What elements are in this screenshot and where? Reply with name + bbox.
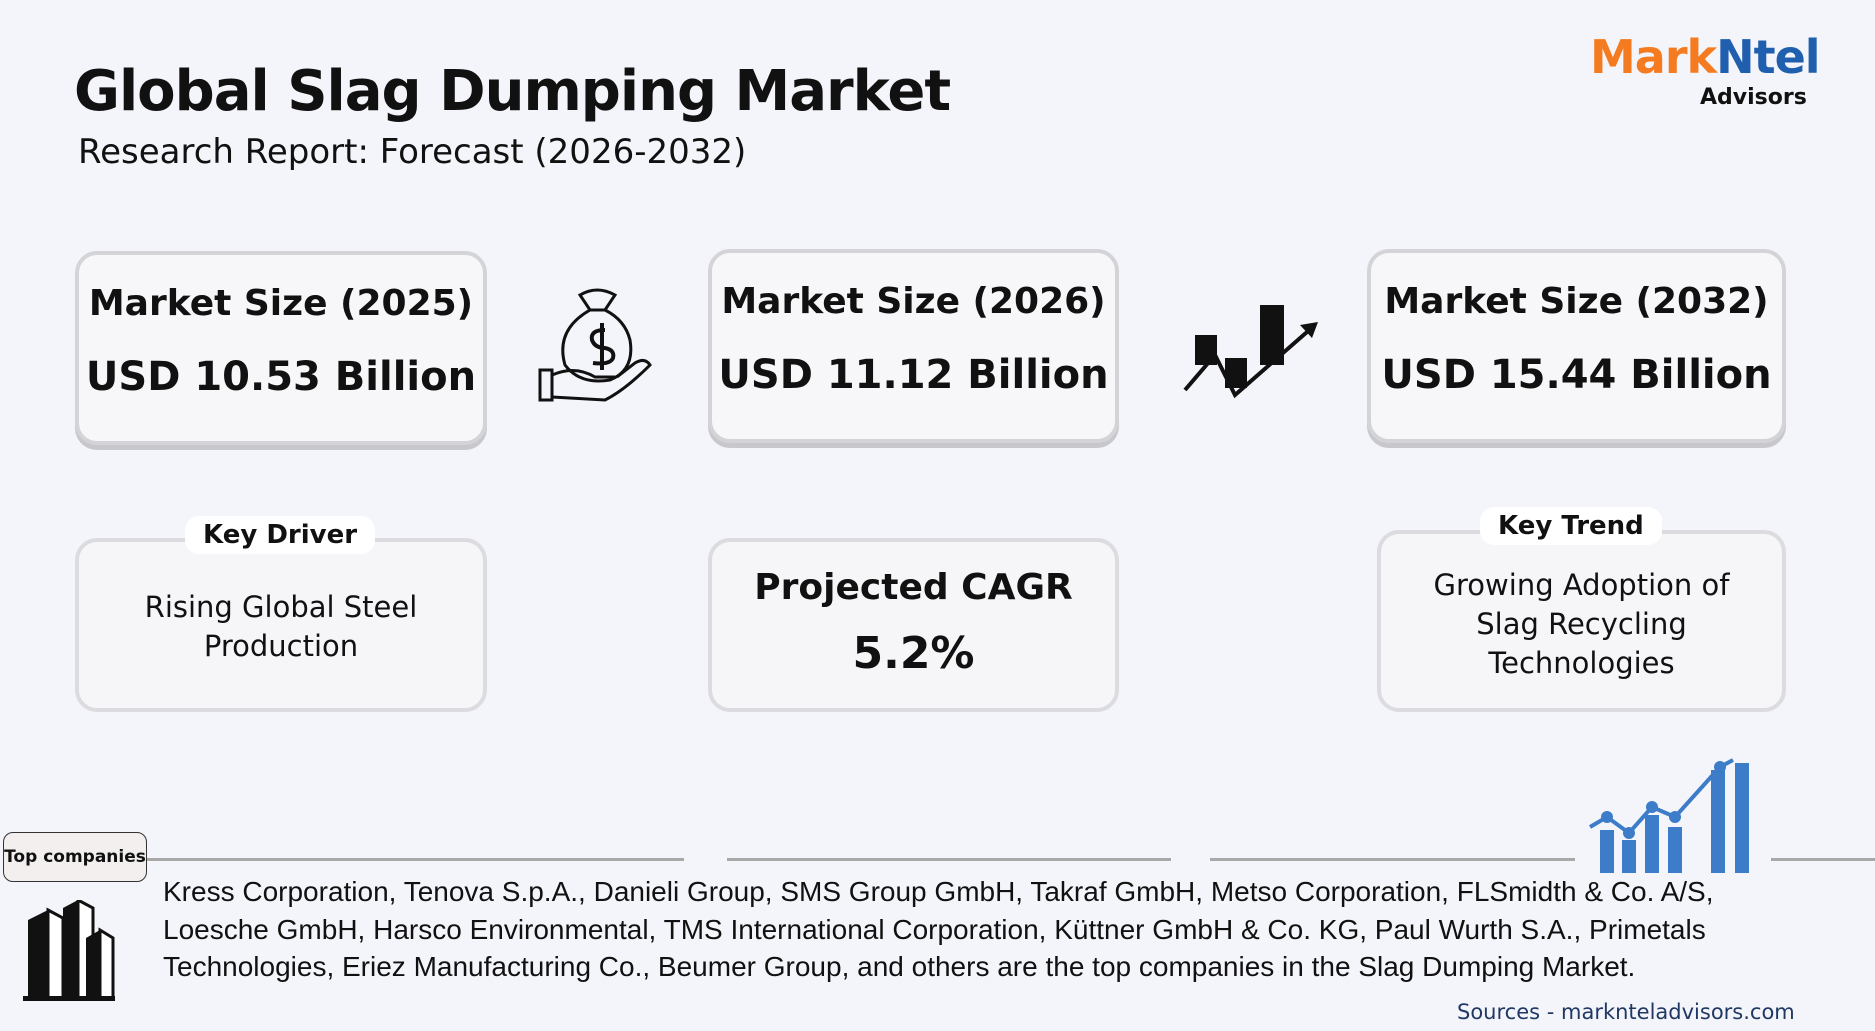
divider (1771, 858, 1875, 861)
key-trend-text: Growing Adoption of Slag Recycling Techn… (1433, 568, 1730, 680)
card-value: USD 11.12 Billion (718, 352, 1109, 398)
growth-bar-chart-icon (1588, 758, 1749, 873)
divider (147, 858, 684, 861)
page-title: Global Slag Dumping Market (74, 59, 951, 124)
key-trend-label: Key Trend (1480, 507, 1662, 545)
top-companies-text: Kress Corporation, Tenova S.p.A., Daniel… (163, 876, 1714, 982)
cagr-card: Projected CAGR 5.2% (708, 538, 1119, 712)
key-trend-card: Growing Adoption of Slag Recycling Techn… (1377, 530, 1786, 712)
key-driver-label: Key Driver (185, 516, 376, 554)
divider (727, 858, 1171, 861)
cagr-label: Projected CAGR (754, 567, 1073, 608)
market-size-2026-card: Market Size (2026) USD 11.12 Billion (708, 249, 1119, 443)
trend-chart-icon (1183, 305, 1318, 399)
card-value: USD 15.44 Billion (1381, 352, 1772, 398)
market-size-2032-card: Market Size (2032) USD 15.44 Billion (1367, 249, 1786, 443)
top-companies-label: Top companies (3, 832, 147, 882)
card-value: USD 10.53 Billion (85, 354, 477, 400)
logo-advisors: Advisors (1700, 85, 1807, 110)
key-driver-text: Rising Global Steel Production (144, 590, 418, 663)
money-bag-hand-icon (538, 288, 652, 402)
market-size-2025-card: Market Size (2025) USD 10.53 Billion (75, 251, 487, 445)
card-label: Market Size (2026) (721, 281, 1106, 322)
buildings-icon (23, 900, 115, 1001)
logo-ntel: Ntel (1716, 30, 1820, 84)
sources-text: Sources - marknteladvisors.com (1457, 1000, 1795, 1024)
cagr-value: 5.2% (852, 628, 975, 679)
marknetl-logo: MarkNtel Advisors (1590, 34, 1821, 124)
divider (1210, 858, 1575, 861)
key-driver-card: Rising Global Steel Production (75, 538, 487, 712)
card-label: Market Size (2032) (1384, 281, 1769, 322)
card-label: Market Size (2025) (88, 283, 474, 324)
logo-mark: Mark (1590, 30, 1717, 84)
page-subtitle: Research Report: Forecast (2026-2032) (78, 132, 747, 172)
